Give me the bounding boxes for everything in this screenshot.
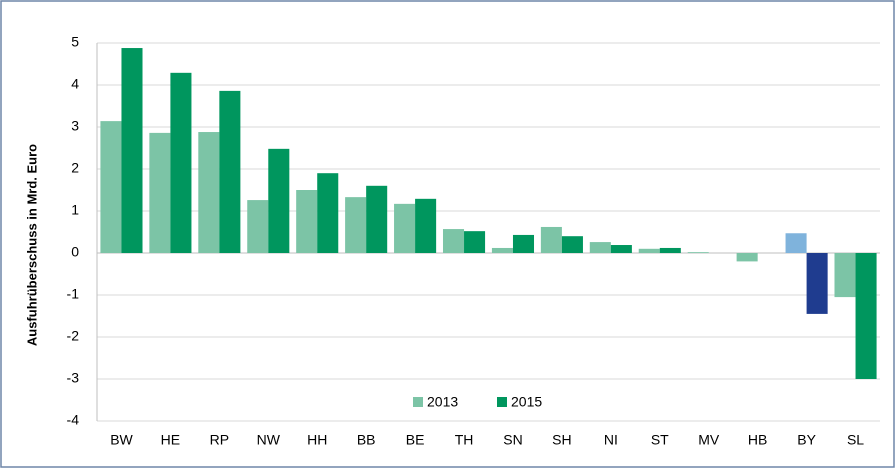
- x-tick-label: HE: [161, 432, 180, 448]
- bar: [512, 234, 535, 253]
- bar: [785, 233, 807, 253]
- bar: [415, 198, 437, 253]
- x-tick-label: RP: [210, 432, 229, 448]
- bar: [317, 173, 339, 253]
- x-tick-label: BY: [797, 432, 816, 448]
- bar: [296, 190, 318, 253]
- bar: [170, 72, 192, 253]
- bar: [659, 247, 681, 253]
- bar: [121, 48, 143, 253]
- bar: [100, 121, 122, 254]
- bar: [219, 90, 241, 253]
- bar: [834, 253, 856, 298]
- legend-swatch: [497, 397, 507, 407]
- bar: [149, 132, 171, 253]
- x-tick-label: BW: [110, 432, 133, 448]
- bar: [610, 245, 632, 253]
- x-tick-label: SN: [503, 432, 522, 448]
- y-tick-label: 4: [71, 76, 79, 92]
- y-tick-label: 0: [71, 244, 79, 260]
- bar: [806, 253, 828, 314]
- bar: [540, 226, 562, 253]
- bar: [268, 148, 290, 253]
- legend-label: 2013: [427, 394, 458, 410]
- y-tick-label: -2: [67, 328, 80, 344]
- bar: [345, 197, 367, 253]
- x-tick-label: NW: [257, 432, 281, 448]
- bar: [589, 242, 611, 253]
- bar: [442, 229, 465, 253]
- bar: [736, 253, 758, 262]
- y-tick-label: -4: [67, 412, 80, 428]
- bar: [687, 252, 709, 253]
- y-tick-label: 5: [71, 34, 79, 50]
- x-tick-label: ST: [651, 432, 669, 448]
- x-tick-label: SH: [552, 432, 571, 448]
- bar: [638, 248, 660, 253]
- x-tick-label: HH: [307, 432, 327, 448]
- x-tick-label: BE: [406, 432, 425, 448]
- x-tick-label: MV: [698, 432, 720, 448]
- legend-label: 2015: [511, 394, 542, 410]
- x-tick-label: NI: [604, 432, 618, 448]
- y-tick-label: 2: [71, 160, 79, 176]
- y-axis-label: Ausfuhrüberschuss in Mrd. Euro: [24, 144, 39, 346]
- x-tick-label: TH: [455, 432, 474, 448]
- bar: [198, 132, 220, 253]
- y-tick-label: 1: [71, 202, 79, 218]
- y-tick-label: -1: [67, 286, 80, 302]
- bar: [464, 231, 486, 253]
- bar: [491, 247, 513, 253]
- x-tick-label: SL: [847, 432, 864, 448]
- y-tick-label: 3: [71, 118, 79, 134]
- bar: [855, 253, 877, 379]
- bar: [394, 203, 416, 253]
- y-tick-label: -3: [67, 370, 80, 386]
- bar: [366, 185, 388, 253]
- bar: [247, 200, 269, 253]
- legend-swatch: [413, 397, 423, 407]
- bar: [561, 236, 583, 253]
- x-tick-label: BB: [357, 432, 376, 448]
- x-tick-label: HB: [748, 432, 767, 448]
